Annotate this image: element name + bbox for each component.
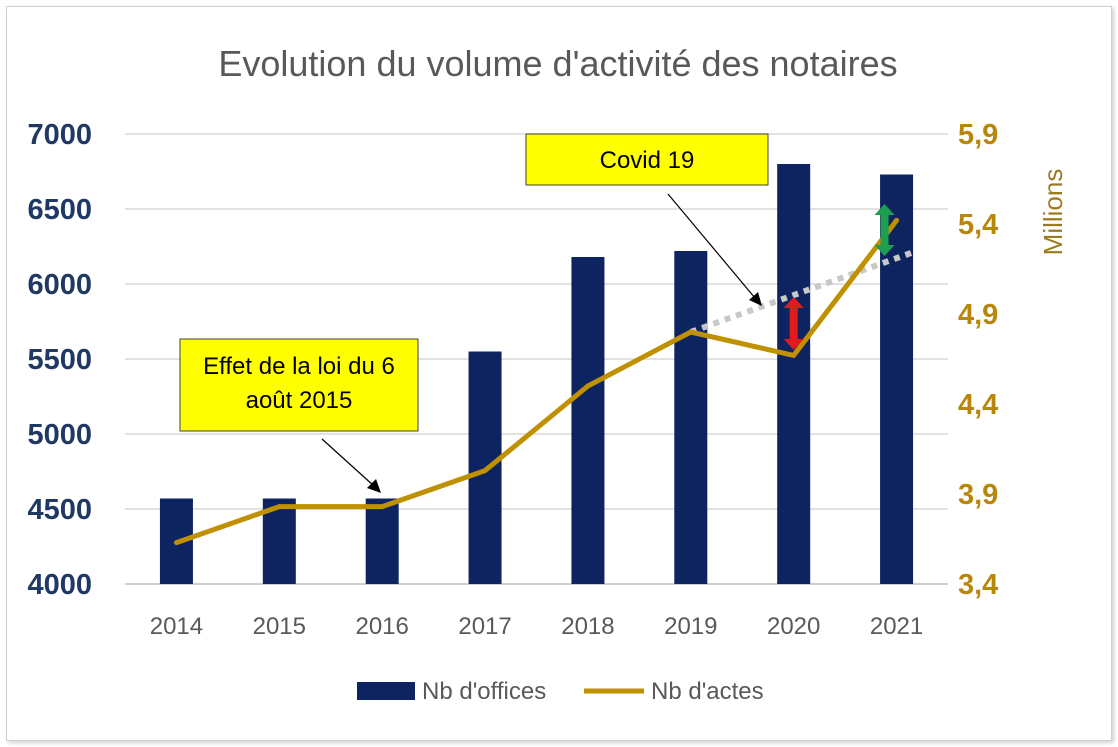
annotation-arrowhead [367,479,381,493]
line-point [791,352,797,358]
annotation-arrowhead [749,292,762,306]
right-axis-title: Millions [1038,169,1068,256]
x-tick-label: 2019 [664,613,717,640]
gap-arrows [783,204,895,350]
line-point [894,217,900,223]
line-path [175,218,899,545]
right-tick-label: 4,4 [958,389,998,421]
annotation-text: Covid 19 [600,147,695,174]
right-tick-label: 5,9 [958,119,998,151]
left-tick-label: 6000 [27,269,92,301]
arrow-shaft [789,306,798,341]
x-tick-label: 2020 [767,613,820,640]
left-tick-label: 6500 [27,194,92,226]
x-tick-label: 2018 [561,613,614,640]
bar [365,498,399,584]
legend-label: Nb d'actes [651,678,764,705]
annotation-box [179,338,419,432]
left-axis-ticks: 4000 4500 5000 5500 6000 6500 7000 [27,119,92,601]
gridlines [125,133,948,585]
arrow-head-down [783,339,804,350]
annotations: Effet de la loi du 6 août 2015 Covid 19 [179,133,769,493]
annotation-leader [667,193,756,299]
right-tick-label: 5,4 [958,209,998,241]
left-tick-label: 5000 [27,419,92,451]
x-tick-label: 2015 [253,613,306,640]
annotation-leader [321,438,375,487]
x-tick-label: 2014 [150,613,203,640]
x-tick-label: 2021 [870,613,923,640]
x-tick-label: 2016 [355,613,408,640]
x-tick-label: 2017 [458,613,511,640]
legend-label: Nb d'offices [422,678,546,705]
arrow-head-up [874,204,895,215]
left-tick-label: 4000 [27,569,92,601]
bar [777,164,811,584]
left-tick-label: 4500 [27,494,92,526]
x-axis-ticks: 2014 2015 2016 2017 2018 2019 2020 2021 [150,613,924,640]
right-tick-label: 3,4 [958,569,998,601]
trend-projection [689,248,918,335]
right-tick-label: 4,9 [958,299,998,331]
arrow-head-up [783,297,804,308]
line-point [482,468,488,474]
legend: Nb d'offices Nb d'actes [357,678,764,705]
line-point [276,504,282,510]
chart-title: Evolution du volume d'activité des notai… [218,43,897,84]
annotation-box [525,133,769,186]
line-point [173,540,179,546]
line-point [379,504,385,510]
right-tick-label: 3,9 [958,479,998,511]
annotation-text: Effet de la loi du 6 [203,353,395,380]
line-point [688,329,694,335]
left-tick-label: 5500 [27,344,92,376]
bar [571,257,605,584]
annotation-text: août 2015 [246,387,353,414]
arrow-head-down [874,245,895,256]
line-series [173,217,900,546]
left-tick-label: 7000 [27,119,92,151]
legend-swatch-bar [357,682,415,700]
arrow-shaft [880,213,889,247]
bar [674,251,708,584]
line-point [585,383,591,389]
double-arrow [874,204,895,256]
double-arrow [783,297,804,350]
trend-line [689,248,918,335]
right-axis-ticks: 3,4 3,9 4,4 4,9 5,4 5,9 [958,119,998,601]
